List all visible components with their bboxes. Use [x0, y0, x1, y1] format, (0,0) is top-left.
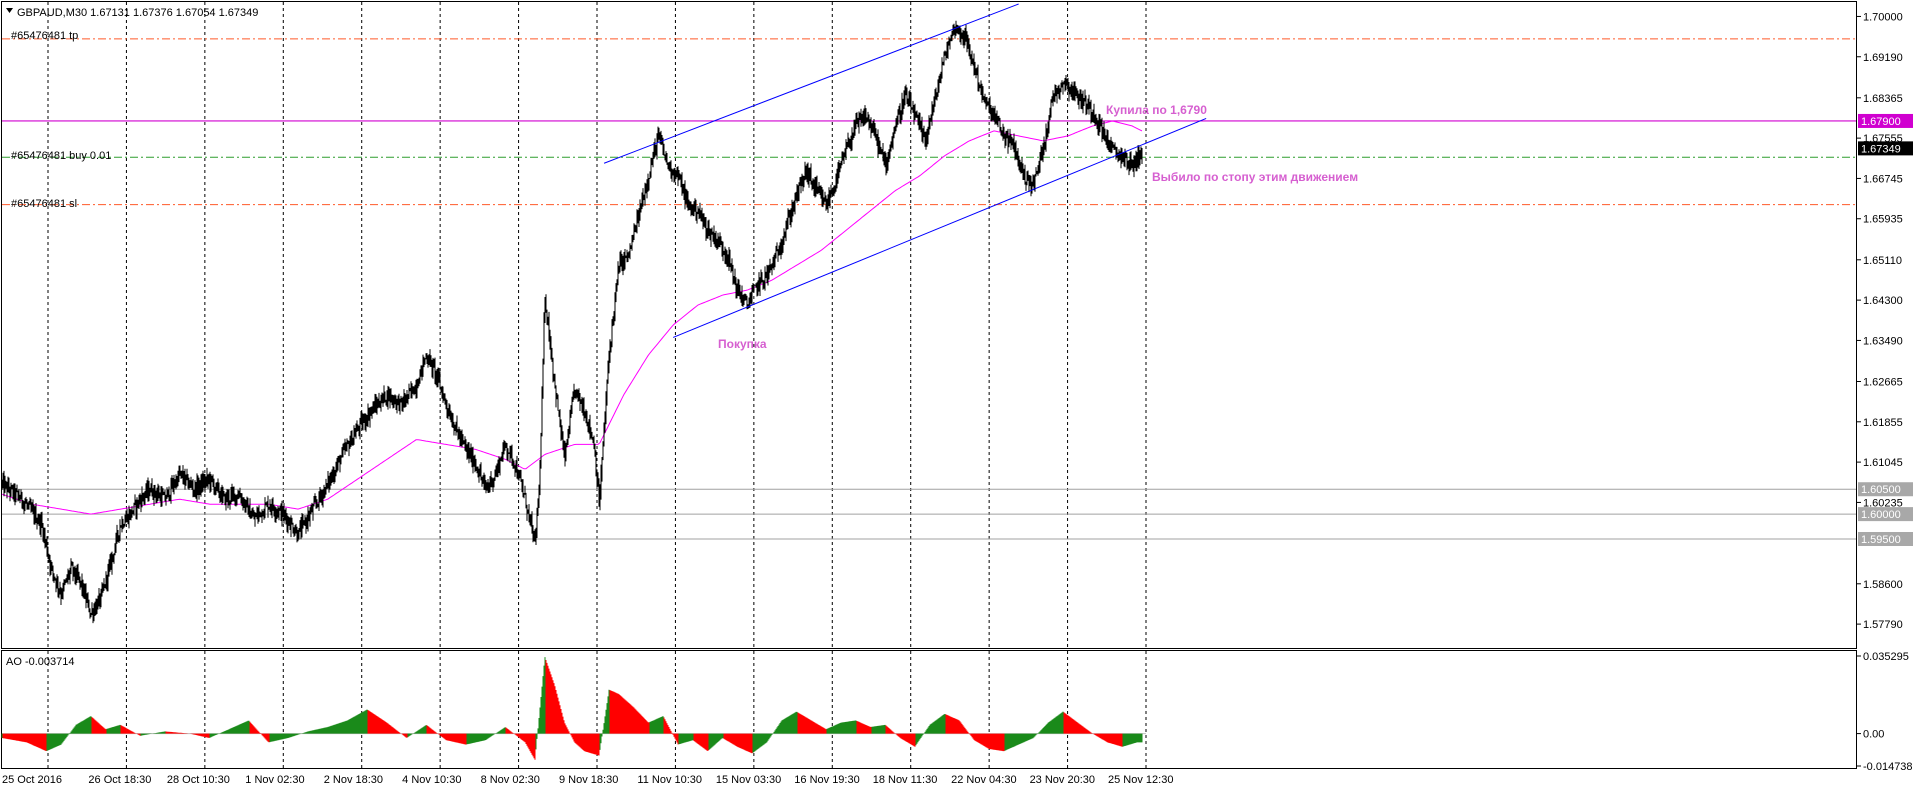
time-tick-label: 18 Nov 11:30	[873, 774, 938, 786]
time-tick-label: 2 Nov 18:30	[324, 774, 383, 786]
ao-tick-label: 0.035295	[1863, 651, 1909, 663]
price-tick-label: 1.63490	[1863, 335, 1903, 347]
time-tick-label: 26 Oct 18:30	[88, 774, 151, 786]
menu-triangle-icon[interactable]	[6, 8, 13, 13]
price-series	[1, 20, 1143, 624]
annotation-stopped: Выбило по стопу этим движением	[1152, 170, 1358, 184]
order-buy-label: #65476481 buy 0.01	[11, 150, 111, 162]
price-tick-label: 1.62665	[1863, 376, 1903, 388]
time-tick-label: 15 Nov 03:30	[716, 774, 781, 786]
time-tick-label: 28 Oct 10:30	[167, 774, 230, 786]
ao-histogram	[1, 657, 1143, 760]
ao-plot-frame	[1, 650, 1857, 769]
time-axis-ticks: 25 Oct 2016 26 Oct 18:30 28 Oct 10:30 1 Nov…	[2, 774, 1173, 786]
support-price-box-label: 1.59500	[1861, 534, 1901, 546]
price-tick-label: 1.65110	[1863, 255, 1902, 267]
time-tick-label: 23 Nov 20:30	[1030, 774, 1095, 786]
price-tick-label: 1.64300	[1863, 295, 1903, 307]
price-axis-boxes: 1.67900 1.67349 1.60500 1.60000 1.59500	[1858, 113, 1913, 546]
price-tick-label: 1.61855	[1863, 417, 1903, 429]
price-tick-label: 1.58600	[1863, 579, 1903, 591]
time-tick-label: 1 Nov 02:30	[245, 774, 304, 786]
time-tick-label: 4 Nov 10:30	[402, 774, 461, 786]
order-levels	[2, 38, 1856, 735]
price-tick-label: 1.57790	[1863, 619, 1903, 631]
symbol-header: GBPAUD,M30 1.67131 1.67376 1.67054 1.673…	[17, 7, 258, 19]
moving-average	[1, 120, 1143, 515]
main-plot-frame	[1, 1, 1857, 649]
time-tick-label: 25 Nov 12:30	[1108, 774, 1173, 786]
vertical-grid	[47, 2, 1147, 768]
price-tick-label: 1.70000	[1863, 11, 1903, 23]
price-bars	[1, 20, 1143, 624]
time-tick-label: 8 Nov 02:30	[481, 774, 540, 786]
support-price-box-label: 1.60500	[1861, 484, 1901, 496]
time-tick-label: 11 Nov 10:30	[637, 774, 702, 786]
price-axis-ticks: 1.700001.691901.683651.675551.667451.659…	[1856, 11, 1903, 631]
price-tick-label: 1.60235	[1863, 497, 1903, 509]
order-sl-label: #65476481 sl	[11, 198, 77, 210]
price-tick-label: 1.61045	[1863, 457, 1903, 469]
price-tick-label: 1.65935	[1863, 214, 1903, 226]
price-tick-label: 1.66745	[1863, 173, 1903, 185]
price-tick-label: 1.68365	[1863, 93, 1903, 105]
time-tick-label: 16 Nov 19:30	[794, 774, 859, 786]
order-tp-label: #65476481 tp	[11, 30, 78, 42]
current-price-box-label: 1.67349	[1861, 143, 1901, 155]
channel-lower-line	[672, 118, 1207, 338]
annotation-purchase: Покупка	[718, 337, 767, 351]
support-price-box-label: 1.60000	[1861, 509, 1901, 521]
entry-price-box-bg	[1858, 113, 1913, 128]
price-tick-label: 1.69190	[1863, 52, 1903, 64]
support-price-box-bg	[1858, 532, 1913, 546]
entry-price-box-label: 1.67900	[1861, 116, 1901, 128]
ao-indicator-label: AO -0.003714	[6, 656, 75, 668]
support-price-box-bg	[1858, 507, 1913, 522]
support-price-box-bg	[1858, 482, 1913, 497]
channel-upper-line	[603, 3, 1019, 164]
ma-line	[1, 120, 1143, 515]
ao-axis-ticks: 0.035295 0.00 -0.014738	[1856, 651, 1913, 773]
ao-tick-label: 0.00	[1863, 729, 1884, 741]
annotation-bought: Купила по 1,6790	[1106, 103, 1207, 117]
time-tick-label: 22 Nov 04:30	[951, 774, 1016, 786]
time-tick-label: 25 Oct 2016	[2, 774, 62, 786]
ao-bars-falling	[2, 660, 1123, 760]
trend-channel	[603, 3, 1207, 338]
ao-bars-rising	[1, 657, 1143, 753]
ao-tick-label: -0.014738	[1863, 761, 1913, 773]
current-price-box-bg	[1858, 141, 1913, 156]
time-tick-label: 9 Nov 18:30	[559, 774, 618, 786]
